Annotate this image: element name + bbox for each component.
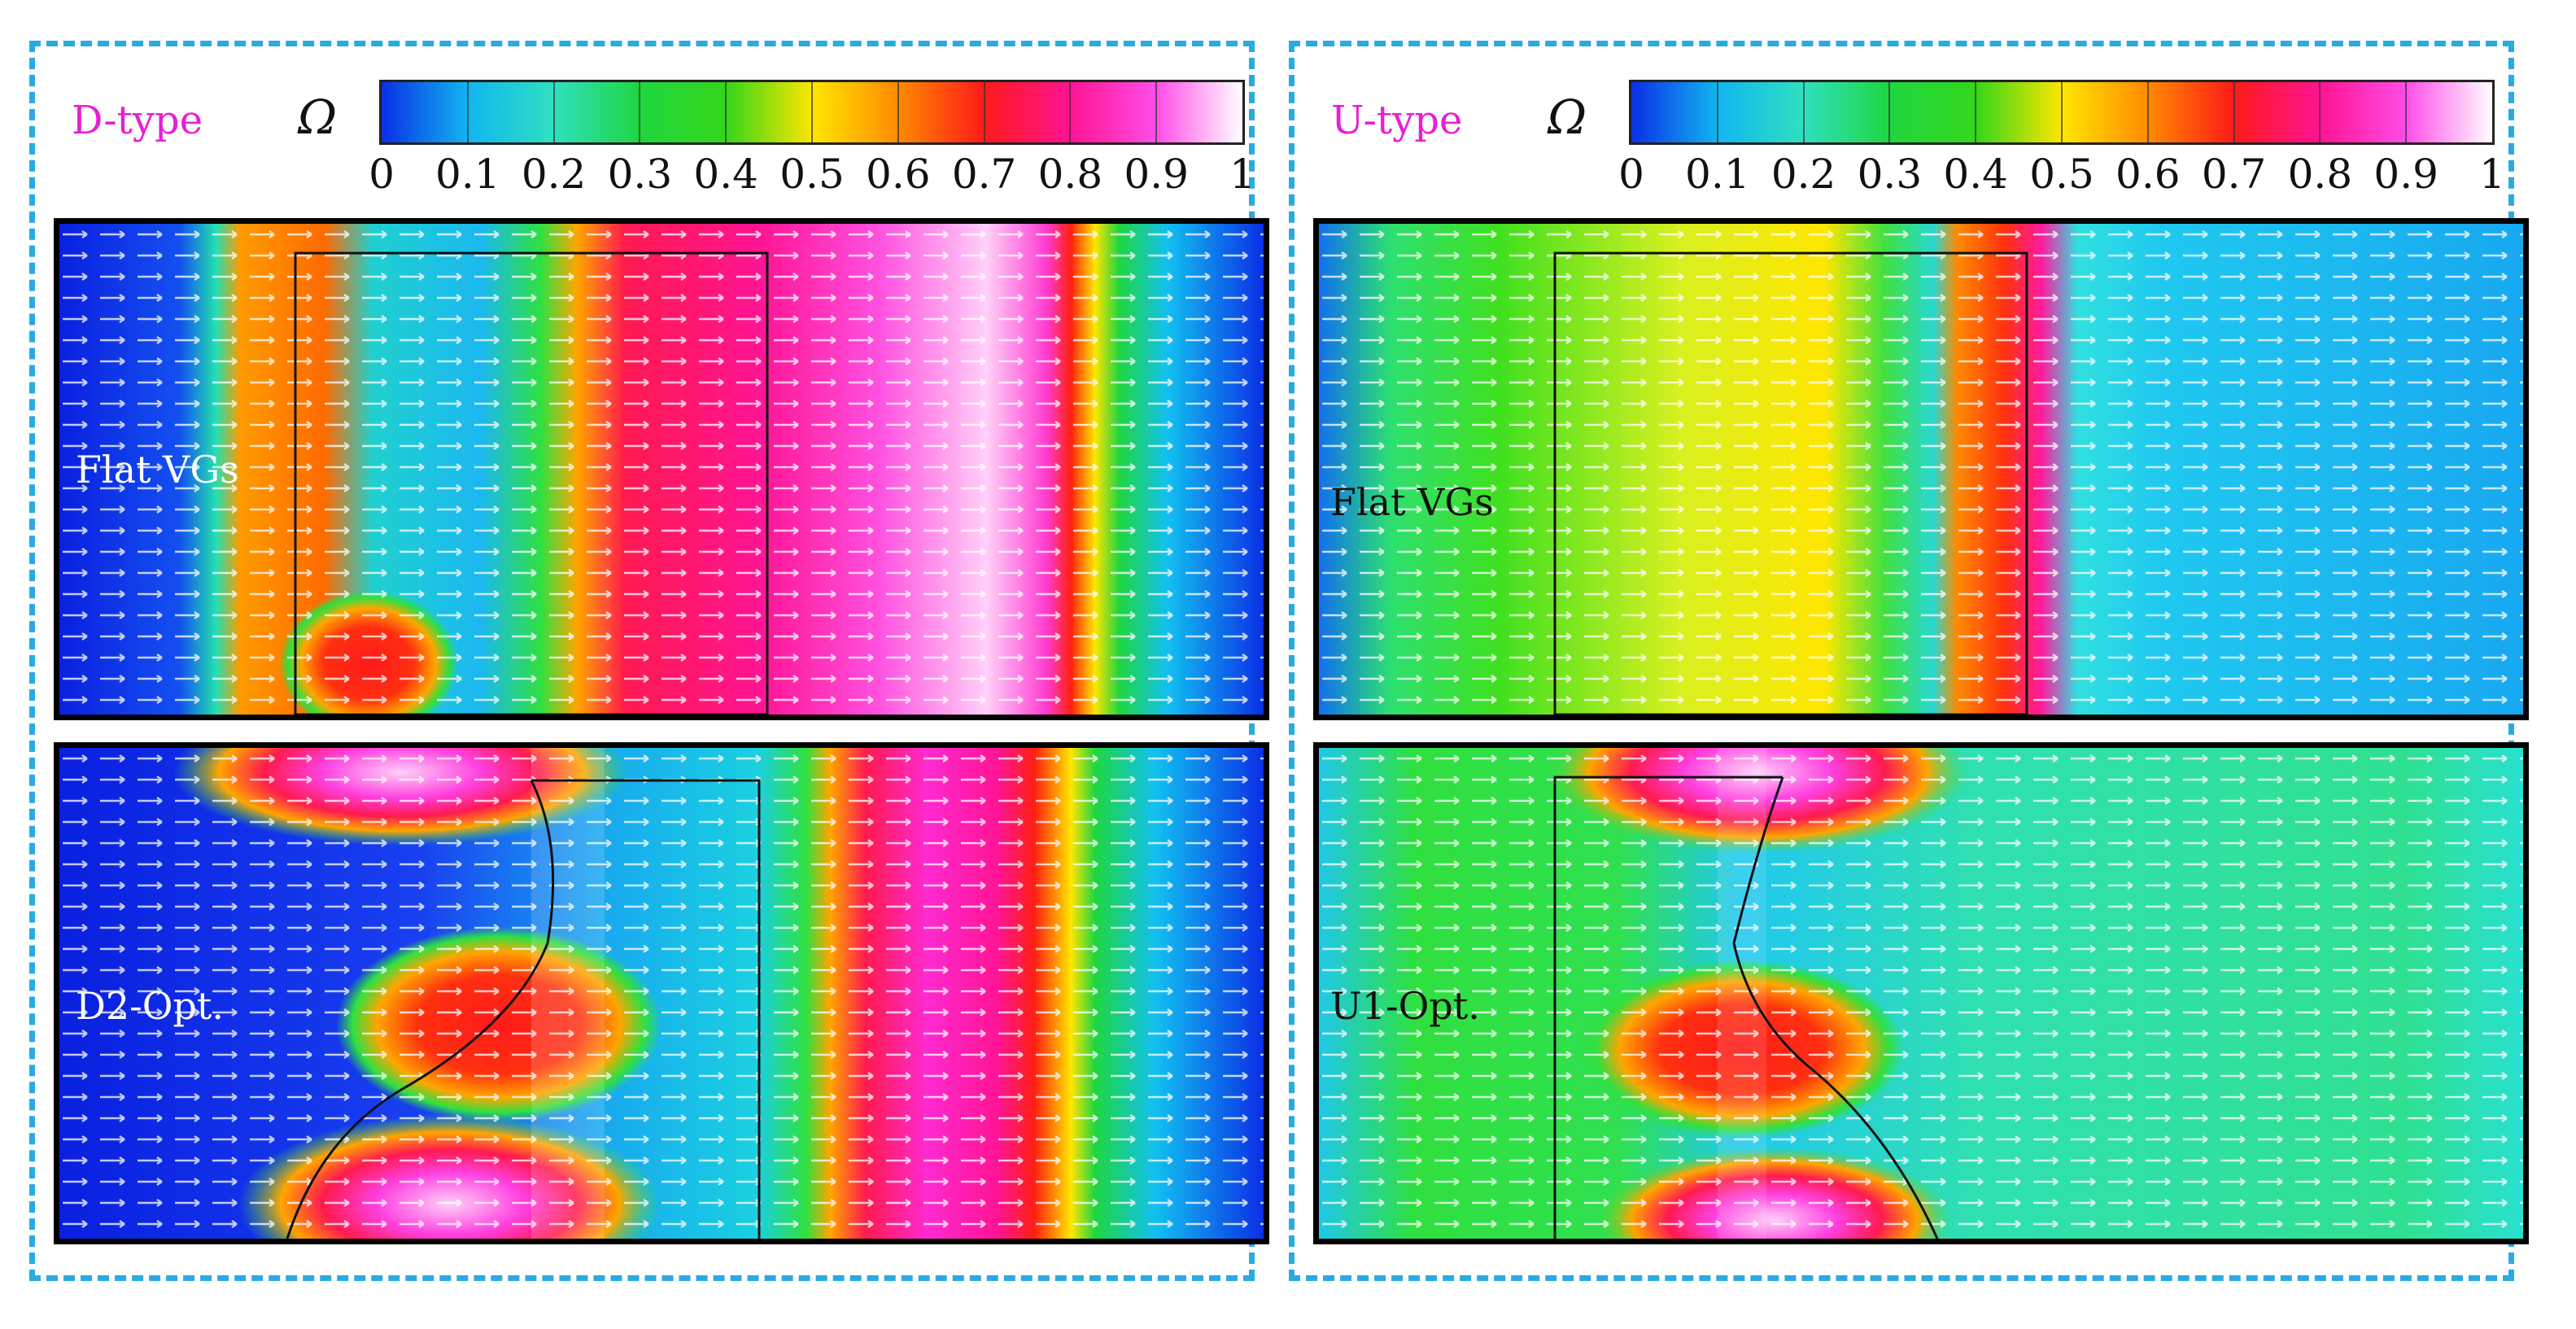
u-colorbar-tick-label: 0.4: [1943, 151, 2008, 198]
d-flat-vgs-field: [59, 224, 1264, 715]
u-colorbar-graphic: [1631, 82, 2492, 142]
u-colorbar-tick-label: 0.3: [1857, 151, 1923, 198]
u-colorbar-tick-label: 0: [1618, 151, 1644, 198]
d-colorbar-tick-label: 0.5: [779, 151, 845, 198]
u-flat-vgs-panel: Flat VGs: [1313, 218, 2529, 720]
u1-opt-field: [1319, 748, 2523, 1239]
d-colorbar-tick-label: 1: [1229, 151, 1255, 198]
d-colorbar-tick-label: 0.4: [693, 151, 758, 198]
d-flat-vgs-panel: Flat VGs: [54, 218, 1269, 720]
d-colorbar: [379, 80, 1245, 145]
d-colorbar-tick-label: 0.3: [607, 151, 673, 198]
u-flat-vgs-label: Flat VGs: [1330, 480, 1494, 524]
u-flat-vgs-field: [1319, 224, 2523, 715]
u-colorbar-tick-label: 0.5: [2029, 151, 2094, 198]
u-colorbar: [1629, 80, 2495, 145]
u-colorbar-tick-label: 0.7: [2201, 151, 2267, 198]
u-colorbar-tick-label: 0.9: [2373, 151, 2438, 198]
d-colorbar-tick-label: 0.6: [866, 151, 931, 198]
d-colorbar-graphic: [382, 82, 1242, 142]
d2-opt-panel: D2-Opt.: [54, 742, 1269, 1244]
u-colorbar-symbol: Ω: [1548, 90, 1587, 145]
d-type-label: D-type: [72, 98, 203, 143]
u1-opt-label: U1-Opt.: [1330, 984, 1480, 1028]
d-flat-vgs-label: Flat VGs: [76, 448, 239, 492]
d-colorbar-tick-label: 0.9: [1124, 151, 1189, 198]
u-colorbar-tick-label: 0.6: [2115, 151, 2181, 198]
d-colorbar-symbol: Ω: [298, 90, 338, 145]
u1-opt-panel: U1-Opt.: [1313, 742, 2529, 1244]
u-colorbar-tick-label: 0.1: [1685, 151, 1750, 198]
u-colorbar-tick-label: 0.2: [1770, 151, 1836, 198]
d-colorbar-tick-label: 0.1: [435, 151, 500, 198]
u-colorbar-tick-label: 1: [2479, 151, 2505, 198]
d-colorbar-tick-label: 0.7: [951, 151, 1017, 198]
d-colorbar-tick-label: 0: [369, 151, 395, 198]
u-type-label: U-type: [1331, 98, 1463, 143]
d-colorbar-tick-label: 0.2: [521, 151, 587, 198]
d2-opt-label: D2-Opt.: [76, 984, 224, 1028]
d2-opt-field: [59, 748, 1264, 1239]
u-colorbar-tick-label: 0.8: [2287, 151, 2353, 198]
d-colorbar-tick-label: 0.8: [1037, 151, 1103, 198]
